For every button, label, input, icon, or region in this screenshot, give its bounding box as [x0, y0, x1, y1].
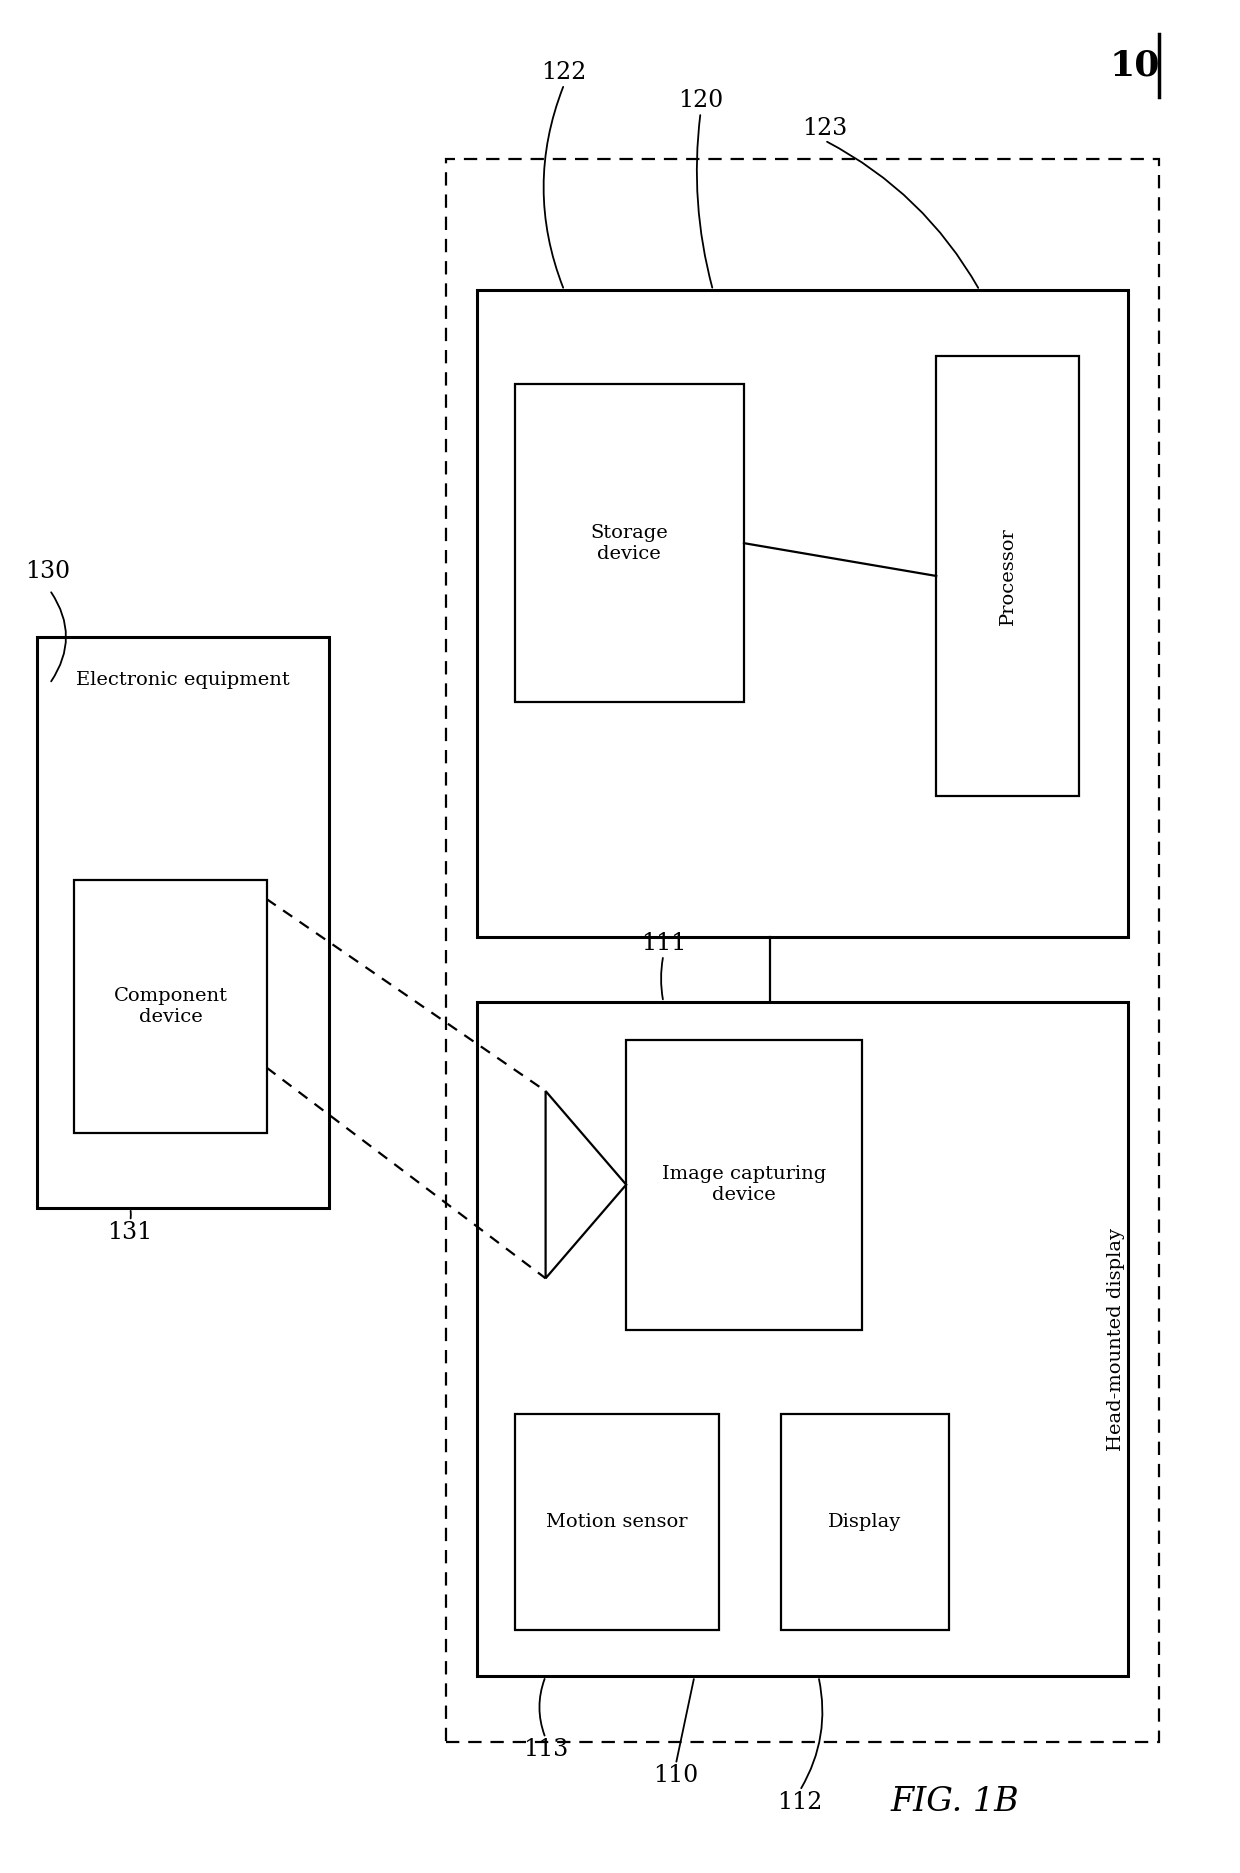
Bar: [74, 880, 267, 1133]
Bar: [37, 637, 329, 1208]
Bar: [626, 1040, 862, 1330]
Text: 10: 10: [1110, 49, 1161, 82]
Text: 120: 120: [678, 90, 723, 112]
Text: 112: 112: [777, 1791, 822, 1813]
Bar: [781, 1414, 949, 1630]
Bar: [936, 356, 1079, 796]
Bar: [477, 290, 1128, 936]
Text: Motion sensor: Motion sensor: [546, 1513, 688, 1530]
Text: 131: 131: [108, 1221, 153, 1244]
Text: 130: 130: [25, 560, 69, 583]
Bar: [446, 159, 1159, 1742]
Text: 122: 122: [542, 62, 587, 84]
Text: Head-mounted display: Head-mounted display: [1107, 1227, 1125, 1452]
Text: 111: 111: [641, 933, 686, 955]
Bar: [515, 1414, 719, 1630]
Text: FIG. 1B: FIG. 1B: [890, 1785, 1019, 1819]
Text: Processor: Processor: [998, 526, 1017, 626]
Polygon shape: [546, 1090, 626, 1277]
Text: 113: 113: [523, 1738, 568, 1761]
Text: Image capturing
device: Image capturing device: [662, 1165, 826, 1204]
Text: Electronic equipment: Electronic equipment: [76, 671, 290, 689]
Text: 123: 123: [802, 118, 847, 140]
Bar: [515, 384, 744, 702]
Text: 110: 110: [653, 1764, 698, 1787]
Bar: [477, 1002, 1128, 1676]
Text: Storage
device: Storage device: [590, 524, 668, 562]
Text: Display: Display: [828, 1513, 901, 1530]
Text: Component
device: Component device: [114, 987, 227, 1026]
